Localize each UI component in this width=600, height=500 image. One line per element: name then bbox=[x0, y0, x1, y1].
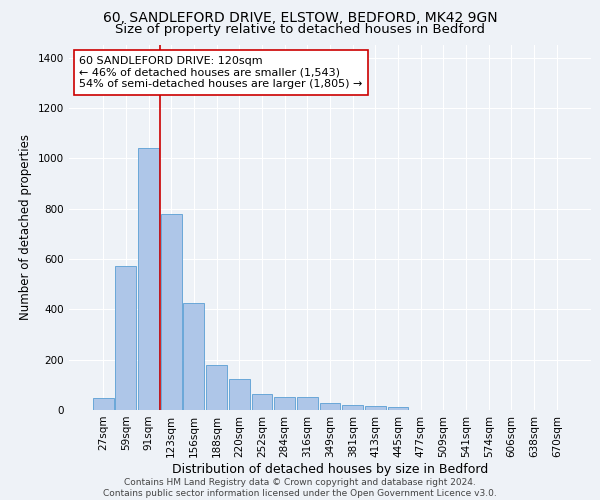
Bar bbox=[342, 405, 363, 410]
Bar bbox=[365, 406, 386, 410]
Y-axis label: Number of detached properties: Number of detached properties bbox=[19, 134, 32, 320]
Bar bbox=[251, 394, 272, 410]
Bar bbox=[388, 408, 409, 410]
Bar bbox=[229, 378, 250, 410]
Bar bbox=[206, 364, 227, 410]
X-axis label: Distribution of detached houses by size in Bedford: Distribution of detached houses by size … bbox=[172, 462, 488, 475]
Bar bbox=[297, 398, 318, 410]
Bar bbox=[320, 403, 340, 410]
Bar bbox=[115, 266, 136, 410]
Bar bbox=[161, 214, 182, 410]
Text: Size of property relative to detached houses in Bedford: Size of property relative to detached ho… bbox=[115, 22, 485, 36]
Text: 60 SANDLEFORD DRIVE: 120sqm
← 46% of detached houses are smaller (1,543)
54% of : 60 SANDLEFORD DRIVE: 120sqm ← 46% of det… bbox=[79, 56, 363, 89]
Text: 60, SANDLEFORD DRIVE, ELSTOW, BEDFORD, MK42 9GN: 60, SANDLEFORD DRIVE, ELSTOW, BEDFORD, M… bbox=[103, 11, 497, 25]
Bar bbox=[138, 148, 159, 410]
Bar bbox=[184, 303, 205, 410]
Bar bbox=[93, 398, 113, 410]
Bar bbox=[274, 398, 295, 410]
Text: Contains HM Land Registry data © Crown copyright and database right 2024.
Contai: Contains HM Land Registry data © Crown c… bbox=[103, 478, 497, 498]
